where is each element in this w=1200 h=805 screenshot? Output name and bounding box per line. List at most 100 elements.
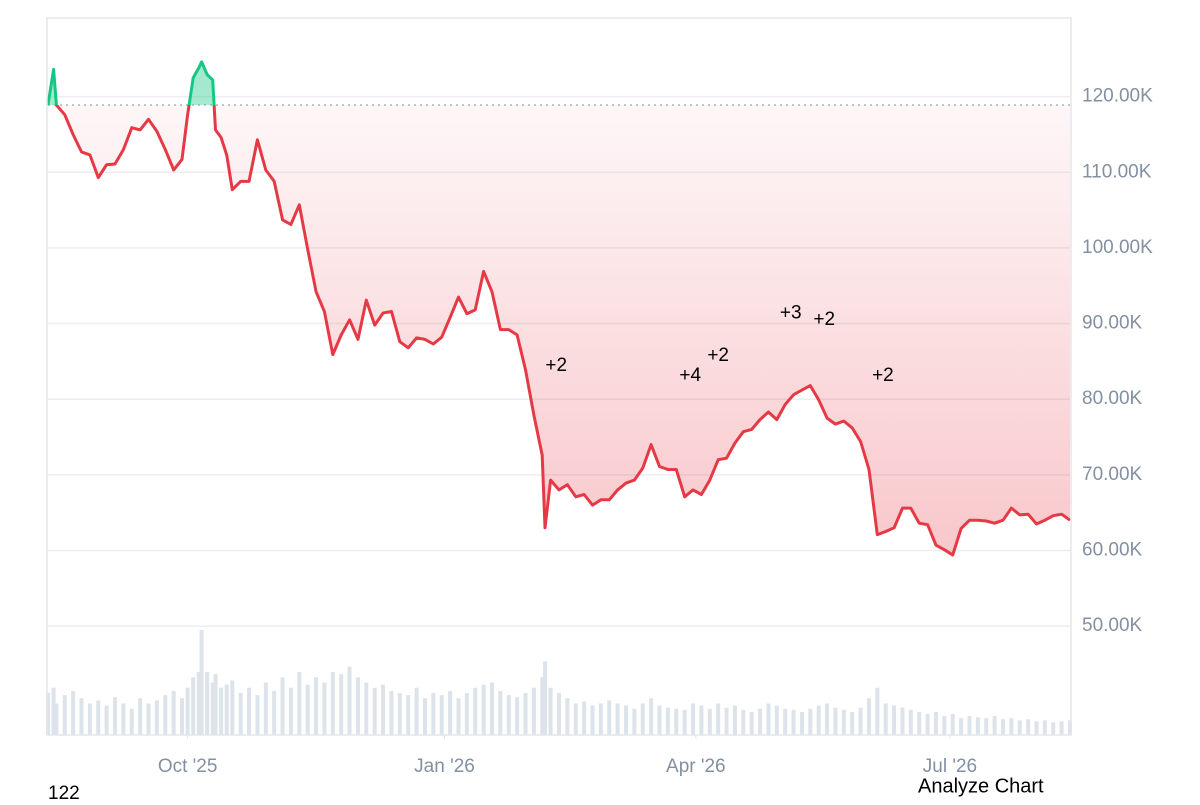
volume-bar <box>515 697 520 735</box>
volume-bar <box>1000 719 1005 735</box>
volume-bar <box>624 705 629 735</box>
volume-bar <box>975 717 980 735</box>
volume-bar <box>71 690 76 735</box>
price-line-below <box>47 104 1071 557</box>
volume-bar <box>741 709 746 735</box>
volume-bar <box>280 677 285 735</box>
volume-bar <box>766 703 771 735</box>
volume-bar <box>523 693 528 735</box>
volume-bar <box>1034 721 1039 735</box>
volume-bar <box>163 695 168 735</box>
volume-bar <box>87 703 92 735</box>
analyze-chart-button[interactable]: Analyze Chart <box>918 775 1044 797</box>
volume-bar <box>185 687 190 735</box>
volume-bar <box>288 687 293 735</box>
volume-bar <box>129 708 134 735</box>
volume-bar <box>707 708 712 735</box>
volume <box>46 630 1072 735</box>
volume-bar <box>205 672 210 735</box>
volume-bar <box>732 705 737 735</box>
volume-bar <box>649 698 654 735</box>
volume-bar <box>607 700 612 735</box>
volume-bar <box>774 705 779 735</box>
volume-bar <box>121 703 126 735</box>
x-tick-label: Jan '26 <box>414 756 475 777</box>
price-line-above <box>46 60 216 105</box>
volume-bar <box>850 711 855 735</box>
annotation: +2 <box>545 355 567 376</box>
volume-bar <box>1017 720 1022 735</box>
volume-bar <box>406 695 411 735</box>
volume-bar <box>1051 722 1056 735</box>
area-above <box>48 61 215 105</box>
volume-bar <box>808 708 813 735</box>
volume-bar <box>104 705 109 735</box>
plot-frame <box>46 17 1072 736</box>
volume-bar <box>448 690 453 735</box>
volume-bar <box>422 698 427 735</box>
volume-bar <box>632 708 637 735</box>
volume-bar <box>238 693 243 735</box>
volume-bar <box>640 703 645 735</box>
volume-bar <box>247 687 252 735</box>
volume-bar <box>791 709 796 735</box>
volume-bar <box>464 693 469 735</box>
volume-bar <box>191 677 196 735</box>
y-tick-label: 120.00K <box>1082 86 1153 107</box>
volume-bar <box>674 708 679 735</box>
volume-bar <box>665 707 670 735</box>
volume-bar <box>1026 719 1031 735</box>
volume-bar <box>210 682 215 735</box>
volume-bar <box>933 711 938 735</box>
volume-bar <box>598 703 603 735</box>
volume-bar <box>758 708 763 735</box>
volume-bar <box>799 711 804 735</box>
volume-bar <box>548 687 553 735</box>
volume-bar <box>364 682 369 735</box>
volume-bar <box>146 703 151 735</box>
volume-bar <box>908 709 913 735</box>
volume-bar <box>171 690 176 735</box>
volume-bar <box>381 684 386 735</box>
volume-bar <box>967 716 972 735</box>
volume-bar <box>439 695 444 735</box>
volume-bar <box>46 693 50 735</box>
volume-bar <box>657 705 662 735</box>
annotation: +3 <box>780 303 802 324</box>
volume-bar <box>917 711 922 735</box>
volume-bar <box>531 687 536 735</box>
volume-bar <box>883 703 888 735</box>
volume-bar <box>749 711 754 735</box>
x-tick-label: Oct '25 <box>158 756 218 777</box>
volume-bar <box>219 687 224 735</box>
volume-bar <box>263 682 268 735</box>
volume-bar <box>196 672 201 735</box>
volume-bar <box>272 690 277 735</box>
volume-bar <box>199 630 204 735</box>
volume-bar <box>816 705 821 735</box>
plot <box>46 60 1071 557</box>
volume-bar <box>456 698 461 735</box>
volume-bar <box>489 682 494 735</box>
volume-bar <box>389 690 394 735</box>
y-tick-label: 80.00K <box>1082 388 1143 409</box>
volume-bar <box>716 703 721 735</box>
y-tick-label: 90.00K <box>1082 313 1143 334</box>
volume-bar <box>330 672 335 735</box>
volume-bar <box>900 707 905 735</box>
volume-bar <box>892 705 897 735</box>
volume-bar <box>305 684 310 735</box>
volume-bar <box>96 700 101 735</box>
volume-bar <box>984 718 989 735</box>
volume-bar <box>322 682 327 735</box>
volume-bar <box>942 716 947 735</box>
volume-bar <box>506 695 511 735</box>
y-tick-label: 110.00K <box>1082 161 1152 182</box>
volume-bar <box>783 708 788 735</box>
x-tick-label: Apr '26 <box>666 756 726 777</box>
volume-bar <box>699 705 704 735</box>
footer-count: 122 <box>48 783 80 800</box>
y-tick-label: 50.00K <box>1082 615 1143 636</box>
